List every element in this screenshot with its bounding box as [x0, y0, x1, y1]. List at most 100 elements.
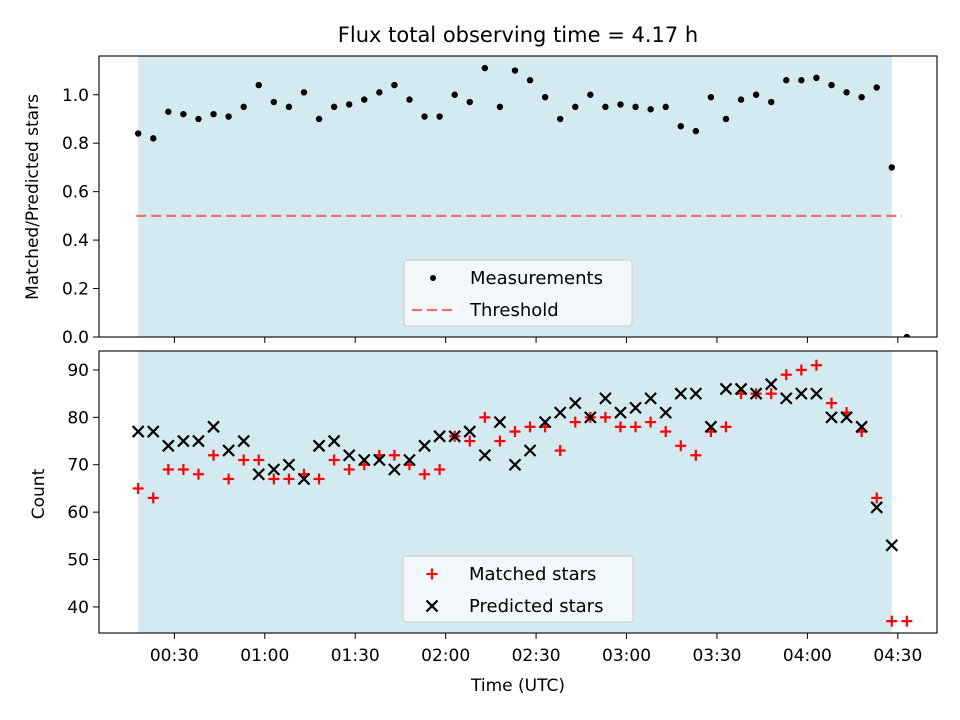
x-tick-label: 04:30 — [873, 646, 922, 666]
marker-stroke — [719, 382, 733, 396]
series-group — [134, 64, 911, 337]
legend: Matched stars Predicted stars — [402, 555, 634, 623]
matched-star-marker — [238, 454, 250, 466]
data-point — [843, 89, 850, 96]
marker-stroke — [855, 420, 868, 434]
y-tick-label: 0.2 — [62, 280, 89, 300]
data-point — [225, 113, 232, 120]
matched-star-marker — [147, 492, 159, 504]
predicted-star-marker — [584, 411, 597, 424]
predicted-star-marker — [493, 415, 507, 429]
chart-title: Flux total observing time = 4.17 h — [338, 23, 698, 47]
marker-stroke — [538, 415, 552, 429]
data-point — [541, 93, 549, 101]
predicted-star-marker — [644, 392, 657, 405]
data-point — [647, 106, 654, 113]
predicted-star-marker — [373, 453, 386, 467]
data-point — [270, 98, 278, 106]
predicted-star-marker — [689, 387, 703, 400]
data-point — [572, 103, 579, 111]
matched-star-marker — [599, 411, 611, 423]
marker-stroke — [749, 387, 763, 400]
data-point — [903, 333, 911, 337]
matched-star-marker — [223, 473, 235, 485]
bottom-y-axis-label: Count — [29, 468, 49, 519]
legend-box — [403, 259, 633, 327]
matched-star-marker — [494, 435, 506, 447]
data-point — [783, 77, 790, 84]
matched-star-marker — [162, 463, 174, 475]
matched-star-marker — [464, 435, 476, 447]
data-point — [858, 93, 865, 101]
marker-stroke — [870, 501, 883, 514]
marker-stroke — [342, 448, 356, 462]
data-point — [376, 89, 383, 96]
marker-stroke — [734, 382, 748, 396]
data-point — [632, 103, 639, 111]
marker-stroke — [508, 458, 522, 472]
y-tick-label: 0.6 — [62, 183, 89, 203]
predicted-star-marker — [780, 392, 793, 405]
data-point — [451, 91, 458, 98]
matched-star-marker — [132, 482, 144, 494]
matched-star-marker — [690, 449, 702, 461]
legend-symbol — [430, 275, 436, 281]
predicted-star-marker — [463, 425, 477, 438]
legend-box — [402, 555, 634, 623]
data-point — [873, 84, 880, 91]
marker-stroke — [131, 425, 145, 438]
predicted-star-marker — [885, 539, 899, 552]
matched-star-marker — [765, 388, 777, 400]
predicted-star-marker — [840, 411, 853, 424]
predicted-star-marker — [162, 439, 175, 453]
data-point — [692, 127, 700, 135]
marker-stroke — [885, 539, 899, 552]
series-group — [131, 359, 913, 627]
predicted-star-marker — [764, 377, 778, 391]
x-tick-label: 03:00 — [602, 646, 651, 666]
matched-star-marker — [313, 473, 325, 485]
data-point — [496, 103, 504, 111]
marker-stroke — [825, 411, 838, 424]
predicted-star-marker — [674, 387, 688, 400]
predicted-star-marker — [388, 463, 401, 476]
marker-stroke — [146, 425, 160, 438]
marker-stroke — [425, 599, 439, 613]
marker-stroke — [493, 415, 507, 429]
data-point — [722, 115, 730, 123]
predicted-star-marker — [357, 453, 371, 467]
predicted-star-marker — [433, 430, 446, 443]
marker-stroke — [222, 444, 235, 457]
marker-stroke — [674, 387, 688, 400]
marker-stroke — [463, 425, 477, 438]
matched-star-marker — [825, 397, 837, 409]
matched-star-marker — [426, 568, 438, 580]
matched-star-marker — [675, 440, 687, 452]
y-tick-label: 50 — [67, 551, 89, 571]
predicted-star-marker — [403, 453, 416, 467]
marker-stroke — [780, 392, 793, 405]
predicted-star-marker — [734, 382, 748, 396]
top-panel: 0.0 0.2 0.4 0.6 0.8 1.0 Measurements Threshold — [62, 55, 938, 348]
marker-stroke — [644, 392, 657, 405]
data-point — [768, 98, 775, 106]
marker-stroke — [810, 387, 823, 400]
matched-star-marker — [268, 473, 280, 485]
matched-star-marker — [614, 421, 626, 433]
predicted-star-marker — [297, 472, 311, 486]
legend-label: Predicted stars — [469, 596, 603, 617]
axes-frame — [98, 350, 938, 634]
marker-stroke — [689, 387, 703, 400]
predicted-star-marker — [855, 420, 868, 434]
data-point — [752, 91, 760, 98]
matched-star-marker — [524, 421, 536, 433]
legend-label: Threshold — [469, 300, 559, 321]
x-tick-label: 01:00 — [240, 646, 289, 666]
marker-stroke — [704, 420, 718, 434]
legend-label: Measurements — [470, 268, 603, 289]
marker-stroke — [297, 472, 311, 486]
marker-stroke — [177, 434, 190, 448]
x-tick-label: 02:30 — [512, 646, 561, 666]
x-tick-label: 00:30 — [150, 646, 199, 666]
